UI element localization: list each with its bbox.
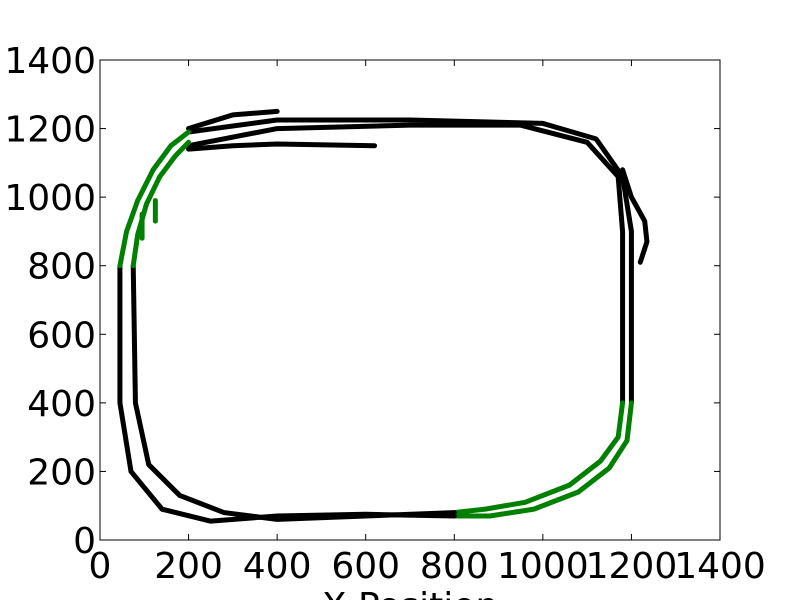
y-tick-label: 0: [73, 521, 96, 562]
trajectory: [620, 167, 650, 265]
plot-frame: [99, 59, 721, 541]
trajectory: [130, 263, 457, 522]
x-tick-label: 1000: [497, 546, 589, 587]
trajectory: [186, 141, 378, 152]
trajectory: [186, 122, 626, 406]
x-tick-label: 1400: [674, 546, 766, 587]
x-axis-label: X Position: [322, 586, 498, 600]
x-tick-label: 0: [89, 546, 112, 587]
x-tick-label: 400: [243, 546, 312, 587]
y-tick-label: 800: [27, 247, 96, 288]
y-tick-label: 1200: [4, 110, 96, 151]
x-tick-label: 600: [331, 546, 400, 587]
trajectory: [186, 108, 280, 132]
y-tick-label: 200: [27, 452, 96, 493]
trajectory: [451, 400, 634, 519]
trajectory: [451, 400, 626, 516]
x-tick-label: 800: [420, 546, 489, 587]
x-tick-label: 200: [154, 546, 223, 587]
x-tick-label: 1200: [586, 546, 678, 587]
trajectory: [130, 139, 192, 269]
trajectory: [117, 129, 192, 269]
y-tick-label: 1400: [4, 41, 96, 82]
y-tick-label: 600: [27, 315, 96, 356]
y-tick-label: 400: [27, 384, 96, 425]
y-tick-label: 1000: [4, 178, 96, 219]
trajectory: [186, 117, 634, 406]
